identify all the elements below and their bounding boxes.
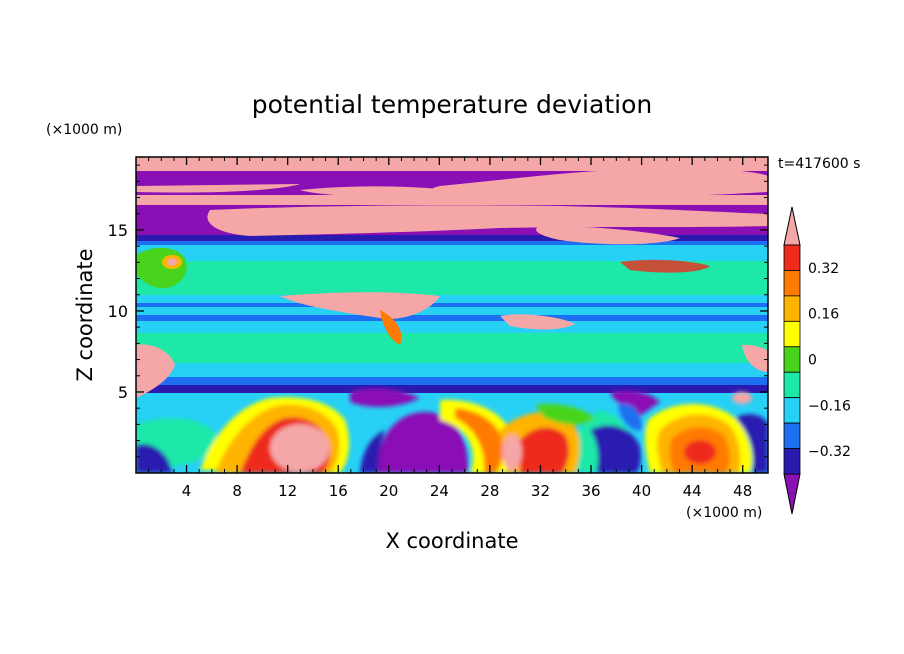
band-blue-2: [136, 303, 768, 307]
colorbar-labels: 0.32 0.16 0 −0.16 −0.32: [808, 261, 851, 460]
y-tick-label: 10: [108, 302, 128, 321]
plot-field: [136, 157, 768, 473]
x-tick-label: 8: [232, 482, 242, 500]
x-tick-label: 40: [632, 482, 651, 500]
y-unit-label: (×1000 m): [46, 122, 122, 138]
x-axis-ticks: 4 8 12 16 20 24 28 32 36 40 44 48: [148, 157, 756, 500]
band-top-pink: [136, 157, 768, 171]
colorbar-tick-label: −0.32: [808, 444, 851, 460]
colorbar-bin: [783, 346, 801, 373]
colorbar-bin: [783, 320, 801, 348]
colorbar-tick-label: 0.32: [808, 261, 839, 277]
x-tick-label: 44: [683, 482, 702, 500]
y-tick-label: 5: [118, 383, 128, 402]
colorbar-extend-bottom: [783, 473, 801, 515]
y-tick-label: 15: [108, 221, 128, 240]
colorbar-bin: [783, 422, 801, 449]
band-mint-2: [136, 333, 768, 363]
band-navy-2: [136, 385, 768, 393]
x-tick-label: 48: [733, 482, 752, 500]
colorbar-tick-label: −0.16: [808, 398, 851, 414]
x-tick-label: 24: [430, 482, 449, 500]
band-blue-1: [136, 241, 768, 245]
colorbar-bin: [783, 397, 801, 424]
time-label: t=417600 s: [778, 156, 860, 172]
x-tick-label: 12: [278, 482, 297, 500]
colorbar: [783, 206, 801, 515]
band-navy-1: [136, 235, 768, 241]
colorbar-bin: [783, 371, 801, 399]
colorbar-extend-top: [783, 206, 801, 246]
x-tick-label: 28: [480, 482, 499, 500]
x-tick-label: 36: [581, 482, 600, 500]
x-tick-label: 20: [379, 482, 398, 500]
colorbar-bin: [783, 295, 801, 322]
x-tick-label: 32: [531, 482, 550, 500]
chart-title: potential temperature deviation: [252, 90, 652, 119]
y-axis-ticks: 5 10 15: [108, 164, 768, 458]
colorbar-bin: [783, 270, 801, 297]
colorbar-bin: [783, 244, 801, 271]
colorbar-tick-label: 0.16: [808, 307, 839, 323]
colorbar-tick-label: 0: [808, 353, 817, 369]
x-axis-title: X coordinate: [385, 529, 518, 553]
y-axis-title: Z coordinate: [73, 248, 97, 381]
band-cyan-5: [136, 363, 768, 377]
band-cyan-1: [136, 245, 768, 261]
band-cyan-3: [136, 307, 768, 315]
x-unit-label: (×1000 m): [686, 505, 762, 521]
band-cyan-4: [136, 321, 768, 333]
lower-structures: [136, 388, 768, 473]
band-blue-3: [136, 315, 768, 321]
mid-level-features: [136, 247, 768, 398]
x-tick-label: 4: [182, 482, 192, 500]
band-upper-pink: [136, 195, 768, 205]
colorbar-bin: [783, 448, 801, 475]
upper-streaks: [136, 168, 768, 245]
x-tick-label: 16: [329, 482, 348, 500]
band-cyan-2: [136, 295, 768, 303]
band-blue-4: [136, 377, 768, 385]
